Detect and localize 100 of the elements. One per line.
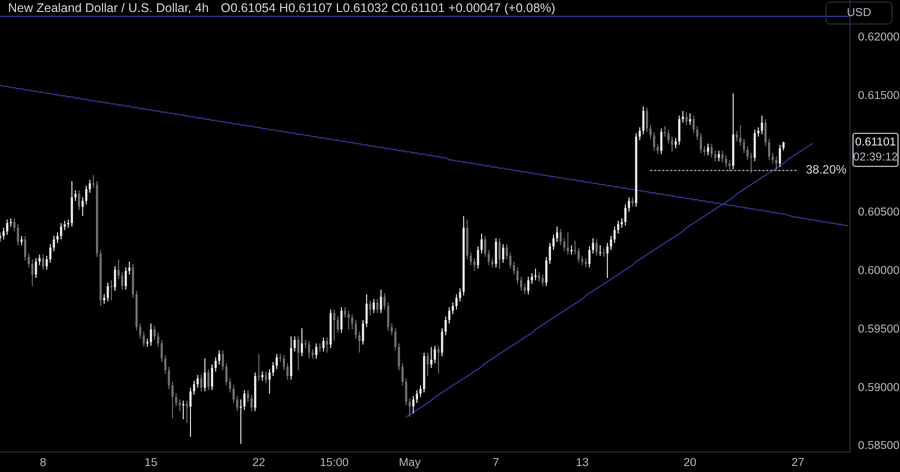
candlestick: [380, 289, 382, 314]
candlestick: [714, 150, 716, 162]
candlestick: [746, 145, 749, 161]
text: 02:39:12: [853, 151, 898, 164]
x-tick-label: 15: [144, 457, 158, 469]
candlestick: [336, 316, 339, 334]
candlestick: [606, 242, 609, 278]
candlestick: [524, 283, 526, 295]
candlestick: [470, 252, 472, 266]
candlestick: [617, 220, 620, 234]
candlestick: [369, 300, 372, 316]
candlestick: [20, 235, 23, 246]
candlestick: [348, 310, 350, 330]
candlestick: [114, 266, 116, 292]
candlestick: [588, 246, 591, 268]
candlestick: [401, 362, 404, 386]
candlestick: [106, 282, 109, 302]
candlestick: [38, 254, 41, 266]
candlestick: [750, 152, 752, 174]
candlestick: [548, 242, 552, 264]
y-tick-label: 0.59000: [858, 382, 900, 394]
candlestick: [372, 298, 375, 314]
candlestick: [196, 374, 199, 388]
candlestick: [60, 222, 62, 240]
text: 0.61101: [855, 136, 896, 148]
candlestick: [182, 400, 184, 420]
y-tick-label: 0.60000: [858, 265, 900, 277]
candlestick: [49, 244, 52, 264]
candlestick: [538, 272, 540, 282]
candlestick: [358, 331, 361, 354]
candlestick: [204, 358, 206, 392]
chart-subtitle: O0.61054 H0.61107 L0.61032 C0.61101 +0.00047 (+0.08%): [220, 1, 556, 15]
candlestick: [412, 395, 414, 414]
candlestick: [448, 306, 450, 324]
candlestick: [670, 136, 674, 152]
candlestick: [46, 255, 48, 270]
x-tick-label: 7: [492, 457, 500, 469]
candlestick: [42, 254, 44, 270]
currency-button: USD: [826, 2, 892, 24]
candlestick: [703, 145, 706, 156]
candlestick: [268, 368, 271, 394]
candlestick: [656, 143, 659, 155]
chart-title: New Zealand Dollar / U.S. Dollar, 4h: [8, 1, 209, 15]
candlestick: [667, 129, 670, 144]
candlestick: [516, 266, 519, 284]
candlestick: [351, 314, 354, 330]
candlestick: [440, 328, 444, 357]
candlestick: [174, 393, 178, 407]
candlestick: [642, 106, 644, 135]
candlestick: [64, 220, 66, 231]
candlestick: [542, 274, 544, 287]
candlestick: [584, 258, 587, 268]
candlestick: [706, 143, 710, 156]
candlestick: [512, 261, 516, 275]
candlestick: [742, 138, 746, 154]
candlestick: [678, 115, 680, 146]
series-label: 38.20%: [806, 162, 847, 177]
candlestick: [261, 370, 264, 382]
x-tick-label: 27: [791, 457, 804, 469]
candlestick: [153, 325, 156, 340]
y-tick-label: 0.62000: [858, 31, 900, 44]
candlestick: [340, 306, 343, 334]
candlestick: [315, 342, 318, 360]
candlestick: [613, 226, 616, 244]
candlestick: [376, 298, 378, 314]
candlestick: [24, 235, 26, 261]
candlestick: [646, 106, 648, 132]
candlestick: [578, 247, 580, 264]
candlestick: [430, 346, 432, 368]
x-tick-label: 22: [252, 457, 266, 469]
candlestick: [624, 204, 626, 226]
candlestick: [764, 118, 767, 146]
candlestick: [458, 288, 462, 302]
candlestick: [207, 368, 210, 391]
candlestick: [168, 366, 170, 390]
candlestick: [498, 238, 501, 270]
candlestick: [276, 353, 278, 370]
candlestick: [326, 337, 328, 354]
candlestick: [394, 328, 396, 351]
candlestick: [110, 280, 113, 301]
candlestick: [67, 219, 70, 228]
candlestick: [488, 249, 490, 266]
candlestick: [297, 336, 300, 371]
candlestick: [56, 232, 59, 244]
candlestick: [534, 268, 537, 281]
candlestick: [85, 185, 88, 205]
candlestick: [34, 258, 38, 278]
y-tick-label: 0.58500: [858, 440, 900, 452]
candlestick: [736, 130, 738, 142]
candlestick: [775, 156, 778, 172]
candlestick: [333, 309, 336, 342]
candlestick: [246, 390, 250, 402]
candlestick: [473, 258, 476, 272]
candlestick: [556, 226, 558, 242]
candlestick: [620, 218, 623, 228]
candlestick: [520, 276, 522, 292]
candlestick: [121, 272, 124, 290]
candlestick: [218, 350, 220, 365]
candlestick: [772, 152, 774, 164]
candlestick: [13, 218, 16, 232]
